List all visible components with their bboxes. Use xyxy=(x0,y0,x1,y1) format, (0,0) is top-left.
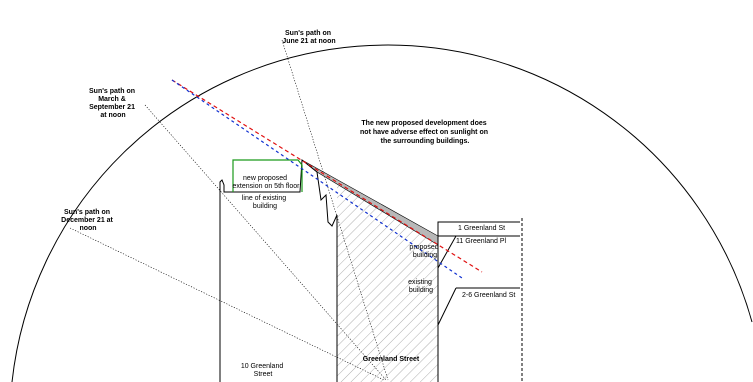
existing-building-label: existing building xyxy=(408,279,434,294)
extension-label: new proposed extension on 5th floor xyxy=(233,175,301,190)
building-10-greenland-street xyxy=(219,159,338,382)
summary-note: The new proposed development does not ha… xyxy=(360,120,490,145)
label-greenland-street: Greenland Street xyxy=(363,356,420,363)
label-10-greenland-street: 10 Greenland Street xyxy=(241,363,285,378)
proposed-light-line xyxy=(171,79,483,273)
label-2-6-greenland-st: 2-6 Greenland St xyxy=(462,292,515,299)
sun-december-label: Sun's path on December 21 at noon xyxy=(61,209,115,232)
greenland-street-hatch xyxy=(337,180,438,382)
existing-line-label: line of existing building xyxy=(242,195,288,210)
sun-ray-march xyxy=(144,104,387,381)
sun-march-label: Sun's path on March & September 21 at no… xyxy=(89,88,137,119)
label-1-greenland-st: 1 Greenland St xyxy=(458,225,505,232)
existing-light-line xyxy=(171,79,463,279)
proposed-extension-outline xyxy=(232,159,303,192)
sun-ray-june xyxy=(281,39,389,381)
sun-ray-december xyxy=(69,227,385,381)
sun-path-arc xyxy=(11,44,753,382)
right-buildings-outline xyxy=(437,221,520,382)
sun-june-label: Sun's path on June 21 at noon xyxy=(282,30,335,45)
proposed-building-label: proposed building xyxy=(409,244,440,259)
label-11-greenland-pl: 11 Greenland Pl xyxy=(456,238,507,245)
